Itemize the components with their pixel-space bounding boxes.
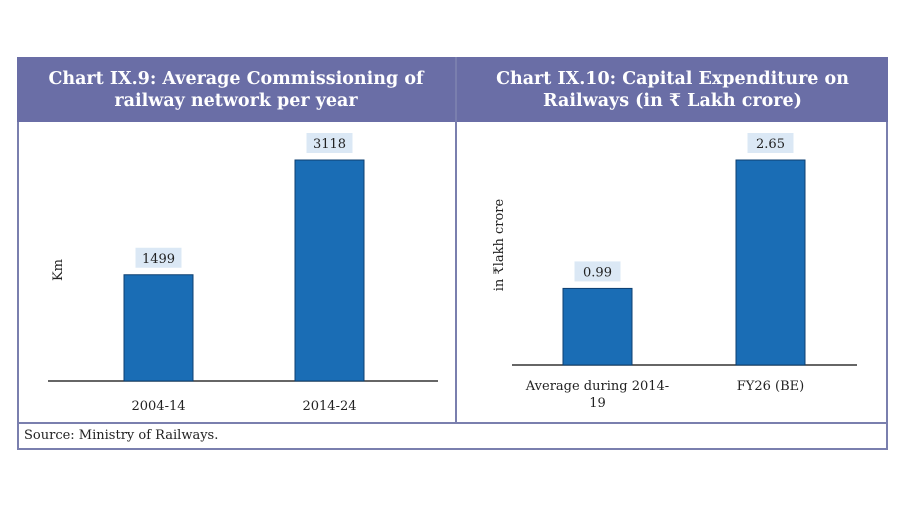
chart-2-bar-1 bbox=[562, 287, 633, 366]
panel-divider bbox=[455, 57, 457, 423]
chart-1-data-label-bg-2 bbox=[306, 133, 353, 153]
chart-2-data-label-bg-1 bbox=[574, 261, 621, 282]
chart-1-y-label: Km bbox=[51, 259, 66, 281]
chart-2-category-label-1: Average during 2014- bbox=[525, 379, 669, 394]
chart-1-data-label-2: 3118 bbox=[313, 137, 346, 152]
chart-1-bar-2 bbox=[294, 159, 365, 382]
chart-1-category-label-2: 2014-24 bbox=[302, 399, 356, 414]
chart-1-data-label-bg-1 bbox=[135, 247, 182, 268]
chart-1-title: Chart IX.9: Average Commissioning of rai… bbox=[17, 57, 455, 122]
chart-2-data-label-2: 2.65 bbox=[756, 137, 785, 152]
chart-2-data-label-bg-2 bbox=[747, 133, 794, 153]
chart-2-category-label-2: FY26 (BE) bbox=[737, 379, 804, 394]
chart-2-category-label-1: 19 bbox=[589, 396, 606, 411]
chart-2-data-label-1: 0.99 bbox=[583, 265, 612, 280]
chart-1-data-label-1: 1499 bbox=[142, 252, 175, 267]
source-note: Source: Ministry of Railways. bbox=[24, 428, 219, 443]
chart-1-category-label-1: 2004-14 bbox=[131, 399, 185, 414]
chart-1-bar-1 bbox=[123, 274, 194, 382]
chart-2-bar-2 bbox=[735, 159, 806, 366]
chart-2-y-label: in ₹lakh crore bbox=[492, 198, 507, 291]
chart-2-title: Chart IX.10: Capital Expenditure on Rail… bbox=[457, 57, 888, 122]
footer-divider bbox=[17, 422, 888, 424]
